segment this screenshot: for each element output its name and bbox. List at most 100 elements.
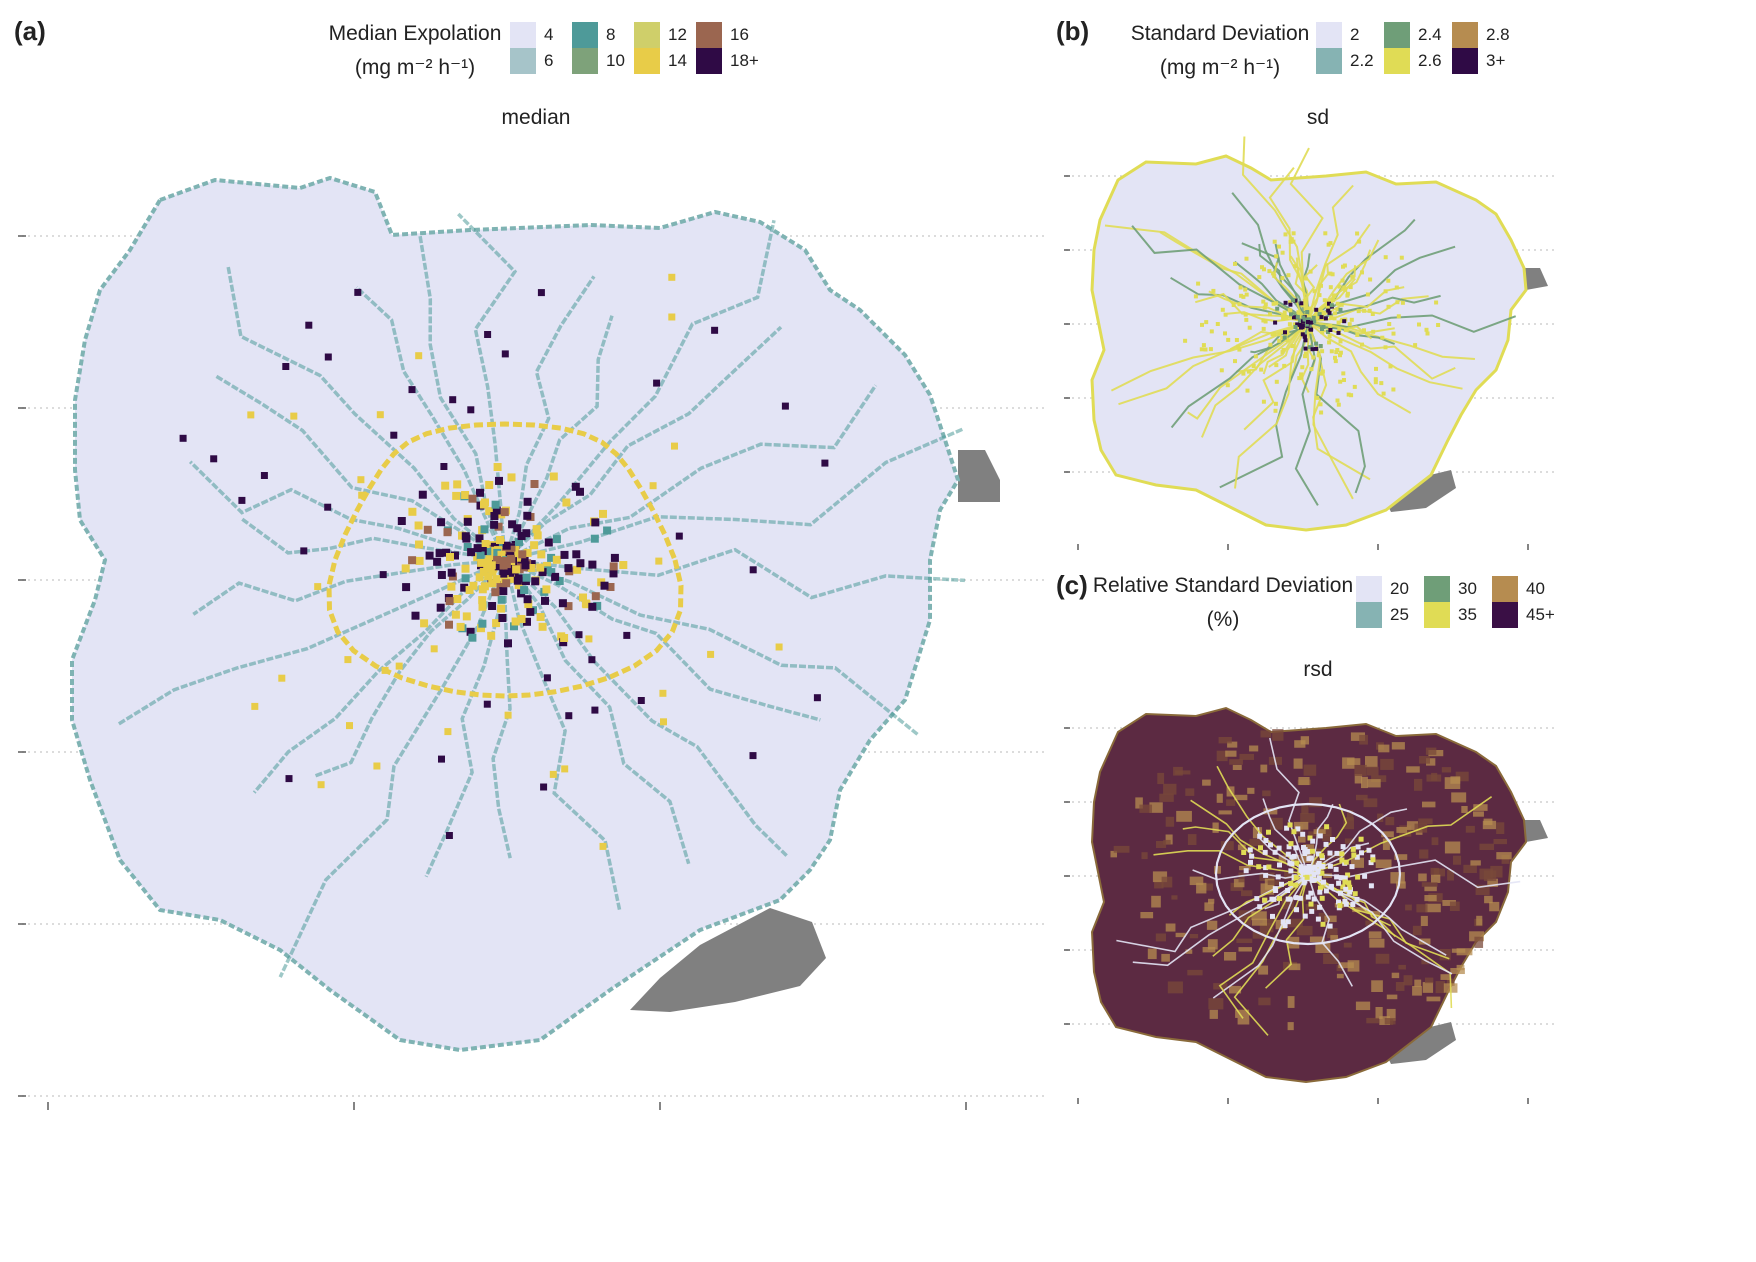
hotspot-cell xyxy=(1307,345,1312,350)
panel-b-central-hotspot xyxy=(1183,231,1441,415)
texture-cell xyxy=(1347,758,1361,765)
texture-cell xyxy=(1313,829,1326,834)
hotspot-cell xyxy=(1316,875,1322,881)
hotspot-cell xyxy=(451,551,459,560)
texture-cell xyxy=(1431,874,1441,883)
hotspot-cell xyxy=(573,565,582,574)
hotspot-cell xyxy=(522,573,531,582)
hotspot-cell xyxy=(511,617,520,626)
hotspot-cell xyxy=(1261,326,1266,331)
hotspot-cell xyxy=(1381,391,1386,396)
texture-cell xyxy=(1226,799,1236,806)
hotspot-cell xyxy=(1311,872,1317,877)
hotspot-cell xyxy=(1386,278,1391,283)
hotspot-cell xyxy=(460,583,469,592)
hotspot-cell xyxy=(1311,315,1316,320)
hotspot-cell xyxy=(445,597,454,606)
panel-a-legend-swatch xyxy=(634,22,660,48)
texture-cell xyxy=(1426,996,1441,1002)
hotspot-cell xyxy=(1288,868,1294,874)
panel-c-legend-item: 20 xyxy=(1356,576,1416,602)
hotspot-cell xyxy=(1310,838,1316,844)
hotspot-cell xyxy=(1183,338,1188,343)
texture-cell xyxy=(1479,868,1493,880)
panel-b-legend-title: Standard Deviation (mg m⁻² h⁻¹) xyxy=(1126,17,1314,85)
hotspot-cell xyxy=(1371,329,1376,334)
hotspot-cell xyxy=(1331,293,1336,298)
hotspot-cell xyxy=(1282,363,1287,368)
panel-c-y-ticks xyxy=(1064,727,1070,1025)
hotspot-cell xyxy=(1285,338,1290,343)
panel-b-y-ticks xyxy=(1064,175,1070,473)
panel-a-y-ticks xyxy=(18,235,26,1097)
panel-a-facet-title: median xyxy=(501,106,571,129)
texture-cell xyxy=(1386,1008,1396,1021)
hotspot-cell xyxy=(559,638,568,647)
road-segment xyxy=(192,558,506,616)
texture-cell xyxy=(1375,953,1390,964)
hotspot-cell xyxy=(530,541,539,550)
panel-c-legend-title-line2: (%) xyxy=(1206,608,1240,631)
hotspot-cell xyxy=(418,490,427,499)
hotspot-cell xyxy=(600,581,609,590)
panel-c-central-hotspot xyxy=(1241,822,1376,929)
hotspot-cell xyxy=(1257,275,1262,280)
road-segment xyxy=(1212,873,1309,957)
hotspot-cell xyxy=(1288,300,1293,305)
hotspot-cell xyxy=(381,666,389,674)
hotspot-cell xyxy=(536,613,545,621)
hotspot-cell xyxy=(1263,865,1269,871)
hotspot-cell xyxy=(1280,276,1285,281)
hotspot-cell xyxy=(1338,350,1343,355)
texture-cell xyxy=(1487,878,1498,887)
hotspot-cell xyxy=(1374,366,1378,371)
hotspot-cell xyxy=(278,674,286,682)
hotspot-cell xyxy=(514,574,523,583)
hotspot-cell xyxy=(506,568,514,577)
texture-cell xyxy=(1431,837,1439,846)
road-segment xyxy=(1118,321,1309,406)
hotspot-cell xyxy=(1306,320,1310,324)
hotspot-cell xyxy=(1277,896,1282,901)
hotspot-cell xyxy=(507,545,516,554)
hotspot-cell xyxy=(668,273,676,281)
hotspot-cell xyxy=(549,770,557,778)
hotspot-cell xyxy=(497,550,506,559)
hotspot-cell xyxy=(1333,866,1339,872)
hotspot-cell xyxy=(1306,856,1312,862)
panel-c-legend-swatch xyxy=(1356,602,1382,628)
hotspot-cell xyxy=(1271,271,1276,276)
panel-b-legend-swatch xyxy=(1384,48,1410,74)
hotspot-cell xyxy=(1276,845,1282,851)
texture-cell xyxy=(1189,934,1199,939)
hotspot-cell xyxy=(537,550,546,559)
hotspot-cell xyxy=(1291,231,1296,236)
hotspot-cell xyxy=(1274,254,1279,259)
texture-cell xyxy=(1224,952,1237,961)
hotspot-cell xyxy=(540,783,548,791)
hotspot-cell xyxy=(1244,292,1249,297)
hotspot-cell xyxy=(1293,882,1299,888)
hotspot-cell xyxy=(1425,331,1430,336)
hotspot-cell xyxy=(1347,322,1352,327)
texture-cell xyxy=(1207,939,1218,950)
hotspot-cell xyxy=(507,554,515,563)
hotspot-cell xyxy=(1303,276,1308,281)
hotspot-cell xyxy=(1326,306,1331,311)
hotspot-cell xyxy=(1299,325,1303,330)
hotspot-cell xyxy=(1329,349,1334,354)
panel-a-legend-label: 4 xyxy=(544,25,554,44)
hotspot-cell xyxy=(1270,913,1275,919)
texture-cell xyxy=(1379,1016,1391,1025)
panel-a-legend-label: 10 xyxy=(606,51,625,70)
hotspot-cell xyxy=(1350,846,1356,852)
hotspot-cell xyxy=(1305,310,1310,314)
hotspot-cell xyxy=(496,581,505,589)
texture-cell xyxy=(1141,852,1148,860)
hotspot-cell xyxy=(487,631,496,640)
hotspot-cell xyxy=(488,579,497,588)
texture-cell xyxy=(1220,841,1234,851)
hotspot-cell xyxy=(511,543,520,552)
texture-cell xyxy=(1187,834,1197,846)
hotspot-cell xyxy=(1295,826,1301,832)
